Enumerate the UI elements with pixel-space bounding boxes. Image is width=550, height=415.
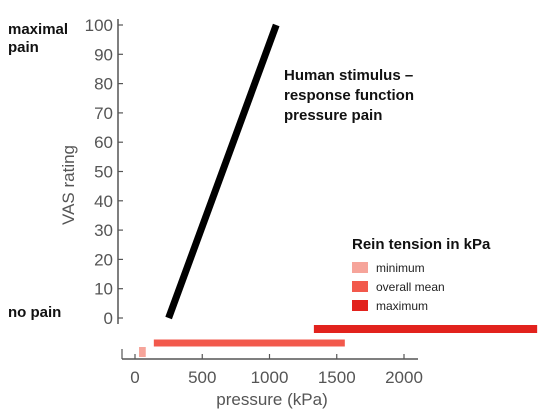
- rein-bar-maximum: [313, 325, 538, 333]
- legend-label: maximum: [376, 299, 428, 313]
- legend-swatch: [352, 262, 368, 273]
- y-tick-labels: 0 10 20 30 40 50 60 70 80 90 100: [85, 16, 113, 328]
- legend-title: Rein tension in kPa: [352, 236, 491, 253]
- legend-swatch: [352, 281, 368, 292]
- x-tick-labels: 0 500 1000 1500 2000: [130, 368, 423, 387]
- x-tick-label: 0: [130, 368, 139, 387]
- y-axis-label: VAS rating: [59, 145, 78, 225]
- legend-swatch: [352, 300, 368, 311]
- y-annotations: maximal pain no pain: [8, 21, 68, 321]
- y-tick-label: 30: [94, 221, 113, 240]
- rein-bar-overall-mean: [153, 339, 345, 347]
- y-tick-label: 100: [85, 16, 113, 35]
- y-tick-label: 50: [94, 163, 113, 182]
- stimulus-response-line: [165, 23, 280, 320]
- y-tick-label: 10: [94, 280, 113, 299]
- y-tick-label: 70: [94, 104, 113, 123]
- y-tick-label: 80: [94, 75, 113, 94]
- x-axis-label: pressure (kPa): [216, 390, 327, 409]
- legend-label: minimum: [376, 261, 425, 275]
- x-tick-label: 500: [188, 368, 216, 387]
- y-tick-label: 0: [104, 309, 113, 328]
- legend-label: overall mean: [376, 280, 445, 294]
- y-axis: [117, 19, 123, 324]
- y-tick-label: 60: [94, 133, 113, 152]
- y-annotation: maximal pain: [8, 21, 68, 56]
- chart-title: Human stimulus – response function pressur…: [284, 67, 414, 124]
- x-axis: [121, 349, 418, 360]
- y-tick-label: 40: [94, 192, 113, 211]
- data-series: [165, 23, 280, 320]
- rein-bar-minimum: [139, 347, 146, 357]
- y-tick-label: 90: [94, 45, 113, 64]
- y-tick-label: 20: [94, 250, 113, 269]
- x-tick-label: 1500: [318, 368, 356, 387]
- legend: Rein tension in kPa minimum overall mean ma…: [352, 236, 491, 313]
- rein-tension-bars: [139, 325, 538, 357]
- y-annotation: no pain: [8, 304, 61, 321]
- x-tick-label: 2000: [385, 368, 423, 387]
- x-tick-label: 1000: [251, 368, 289, 387]
